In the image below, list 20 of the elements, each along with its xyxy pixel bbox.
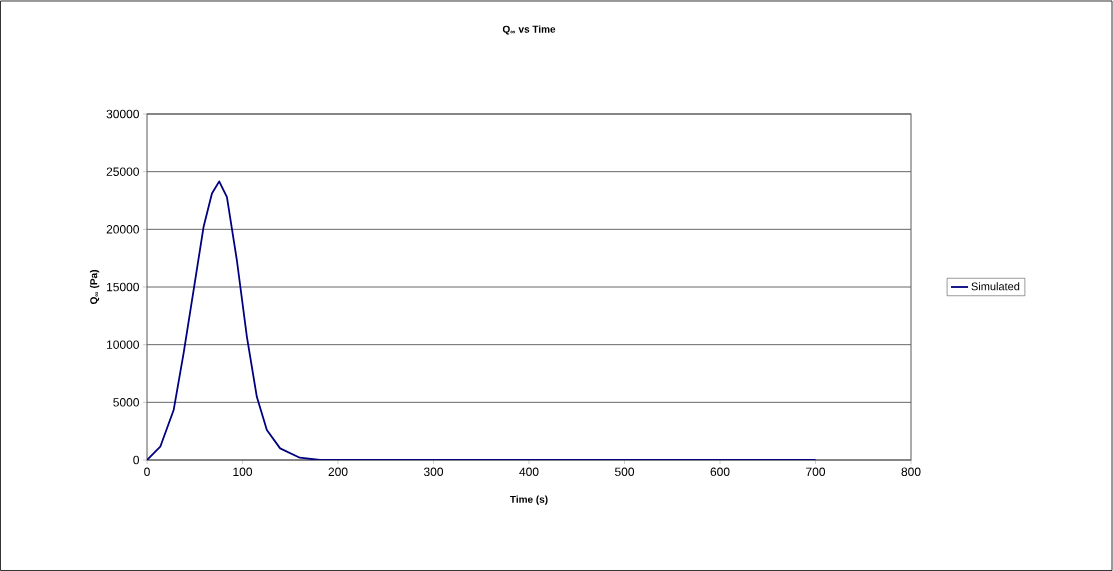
x-tick-label: 500 xyxy=(614,467,635,477)
x-tick-label: 600 xyxy=(710,467,730,477)
x-tick-label: 400 xyxy=(519,467,539,477)
y-tick-label: 30000 xyxy=(106,109,139,119)
x-tick-label: 300 xyxy=(423,467,444,477)
y-tick-label: 25000 xyxy=(106,167,139,176)
chart-title: Q$_{∞}$ vs Time xyxy=(502,25,556,35)
x-tick-label: 100 xyxy=(233,467,253,477)
y-axis-title: Q$_{∞}$ (Pa) xyxy=(89,270,100,305)
y-tick-label: 15000 xyxy=(107,282,139,292)
x-tick-label: 700 xyxy=(806,467,826,477)
legend-label: Simulated xyxy=(971,282,1020,291)
x-tick-label: 800 xyxy=(901,467,921,477)
y-tick-label: 0 xyxy=(133,455,140,465)
y-tick-label: 5000 xyxy=(113,398,139,407)
y-tick-label: 10000 xyxy=(107,340,139,349)
x-tick-label: 200 xyxy=(328,467,348,477)
x-axis-title: Time (s) xyxy=(510,495,548,505)
x-tick-label: 0 xyxy=(144,467,150,477)
y-tick-label: 20000 xyxy=(106,225,139,234)
